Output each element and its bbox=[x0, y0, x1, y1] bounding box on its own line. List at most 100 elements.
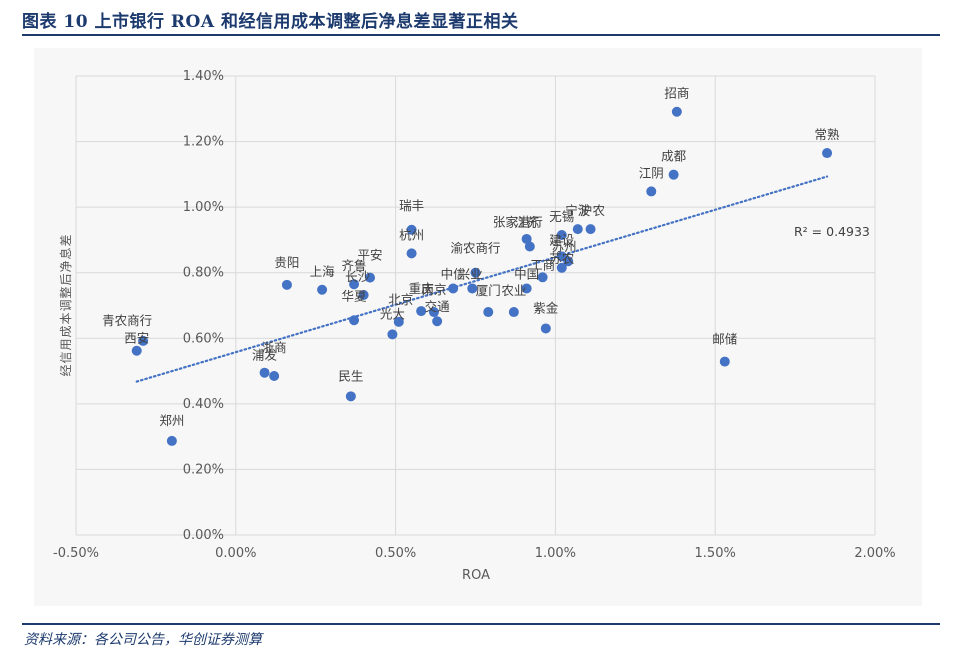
data-point bbox=[131, 345, 142, 356]
point-label: 杭州 bbox=[399, 227, 424, 242]
y-tick-label: 0.40% bbox=[183, 397, 224, 412]
data-point bbox=[393, 316, 404, 327]
data-point bbox=[521, 233, 532, 244]
point-label: 招商 bbox=[664, 86, 689, 101]
point-label: 贵阳 bbox=[274, 255, 299, 270]
point-label: 南京 bbox=[421, 282, 446, 297]
data-point bbox=[585, 224, 596, 235]
data-point bbox=[387, 329, 398, 340]
x-tick-label: 2.00% bbox=[854, 546, 895, 561]
data-point bbox=[572, 224, 583, 235]
point-label: 长沙 bbox=[345, 269, 371, 284]
x-axis-title: ROA bbox=[462, 568, 490, 583]
data-point bbox=[470, 267, 481, 278]
y-axis-title: 经信用成本调整后净息差 bbox=[58, 233, 73, 376]
y-tick-label: 0.60% bbox=[183, 331, 224, 346]
grid-lines bbox=[75, 75, 876, 536]
point-label: 苏州 bbox=[552, 239, 577, 254]
y-tick-label: 0.20% bbox=[183, 462, 224, 477]
data-point bbox=[524, 241, 535, 252]
point-label: 上海 bbox=[310, 264, 336, 279]
y-tick-label: 0.80% bbox=[183, 266, 224, 281]
data-point bbox=[432, 316, 443, 327]
figure-title: 图表 10 上市银行 ROA 和经信用成本调整后净息差显著正相关 bbox=[22, 12, 519, 32]
data-point bbox=[467, 283, 478, 294]
data-point bbox=[556, 230, 567, 241]
y-tick-label: 0.00% bbox=[183, 528, 224, 543]
point-label: 成都 bbox=[661, 149, 687, 164]
data-point bbox=[448, 283, 459, 294]
data-point bbox=[138, 335, 149, 346]
point-label: 民生 bbox=[338, 368, 363, 383]
point-label: 张家港行 bbox=[493, 214, 543, 229]
x-tick-label: 0.00% bbox=[215, 546, 256, 561]
point-label: 郑州 bbox=[159, 413, 184, 428]
point-label: 厦门 bbox=[476, 283, 501, 298]
data-point bbox=[671, 106, 682, 117]
data-point bbox=[358, 290, 369, 301]
x-tick-label: 1.00% bbox=[535, 546, 576, 561]
point-label: 平安 bbox=[358, 248, 383, 263]
y-tick-label: 1.00% bbox=[183, 200, 224, 215]
point-label: 紫金 bbox=[533, 300, 559, 315]
trendline bbox=[135, 175, 829, 383]
data-point bbox=[259, 367, 270, 378]
data-point bbox=[563, 256, 574, 267]
x-tick-label: 0.50% bbox=[375, 546, 416, 561]
data-point bbox=[556, 262, 567, 273]
point-label: 齐鲁 bbox=[342, 258, 367, 273]
title-rule bbox=[22, 34, 940, 36]
x-tick-label: -0.50% bbox=[53, 546, 99, 561]
y-tick-label: 1.20% bbox=[183, 135, 224, 150]
source-rule bbox=[22, 623, 940, 625]
data-point bbox=[508, 307, 519, 318]
data-point bbox=[166, 435, 177, 446]
point-label: 常熟 bbox=[815, 127, 841, 142]
point-label: 西安 bbox=[124, 331, 149, 346]
data-point bbox=[349, 279, 360, 290]
point-label: 邮储 bbox=[712, 332, 737, 347]
point-label: 青农商行 bbox=[102, 313, 152, 328]
data-point bbox=[317, 284, 328, 295]
data-point bbox=[521, 283, 532, 294]
point-label: 建设 bbox=[549, 232, 575, 247]
point-label: 光大 bbox=[380, 306, 405, 321]
x-tick-label: 1.50% bbox=[695, 546, 736, 561]
source-note: 资料来源：各公司公告，华创证券测算 bbox=[24, 632, 262, 648]
data-point bbox=[416, 306, 427, 317]
point-label: 宁波 bbox=[565, 203, 591, 218]
data-point bbox=[537, 272, 548, 283]
data-point bbox=[406, 224, 417, 235]
data-point bbox=[281, 279, 292, 290]
data-point bbox=[269, 370, 280, 381]
point-label: 华夏 bbox=[342, 288, 368, 303]
point-label: 江阴 bbox=[639, 165, 664, 180]
data-point bbox=[483, 307, 494, 318]
point-label: 交通 bbox=[425, 299, 451, 314]
point-label: 农业 bbox=[501, 283, 526, 298]
point-label: 江苏 bbox=[514, 215, 539, 230]
data-point bbox=[349, 315, 360, 326]
point-label: 重庆 bbox=[409, 281, 435, 296]
point-label: 浦发 bbox=[252, 348, 278, 363]
chart-area bbox=[34, 48, 922, 606]
data-point bbox=[668, 169, 679, 180]
point-label: 中国 bbox=[514, 266, 539, 281]
data-point bbox=[428, 307, 439, 318]
data-point bbox=[719, 356, 730, 367]
data-point bbox=[540, 323, 551, 334]
point-label: 沪农 bbox=[580, 203, 606, 218]
data-points bbox=[131, 106, 833, 446]
data-point bbox=[822, 148, 833, 159]
point-label: 浙商 bbox=[262, 340, 287, 355]
y-tick-label: 1.40% bbox=[183, 69, 224, 84]
point-label: 无锡 bbox=[549, 209, 574, 224]
point-label: 渝农商行 bbox=[450, 241, 500, 256]
data-point bbox=[365, 272, 376, 283]
data-point bbox=[345, 391, 356, 402]
point-label: 苏农 bbox=[549, 251, 575, 266]
point-label: 工商 bbox=[530, 257, 555, 272]
point-label: 北京 bbox=[388, 292, 413, 307]
